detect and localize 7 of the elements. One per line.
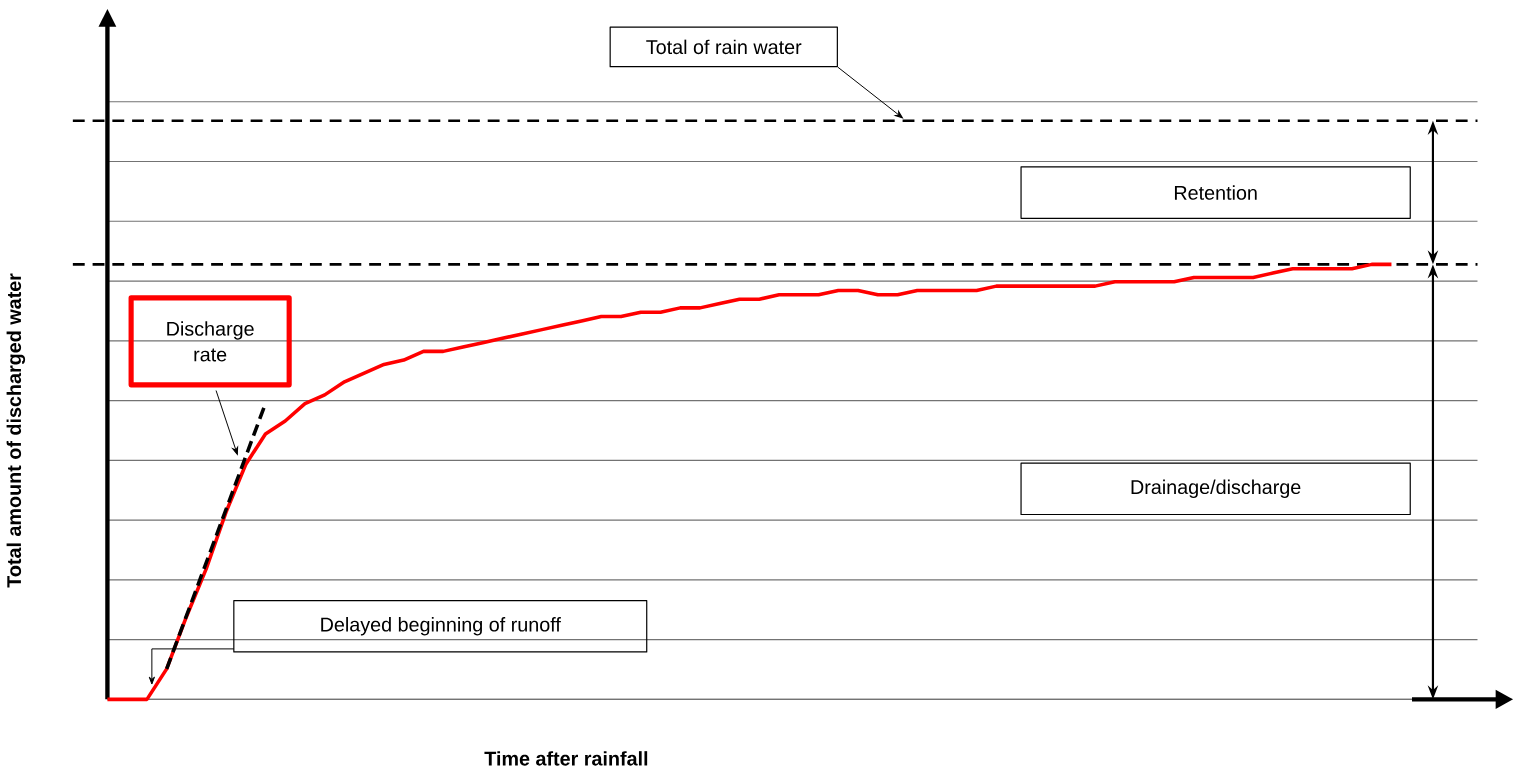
ref-line-label: Total of rain water — [646, 39, 802, 55]
annotation: Delayed beginning of runoff — [321, 616, 561, 636]
text: Retention — [1174, 185, 1257, 200]
annotation: Discharge rate — [167, 321, 254, 362]
x-axis-title: Time after rainfall — [484, 751, 648, 766]
annotation: Drainage/discharge — [1131, 479, 1301, 498]
y-axis-title: Total amount of discharged water — [6, 273, 26, 588]
